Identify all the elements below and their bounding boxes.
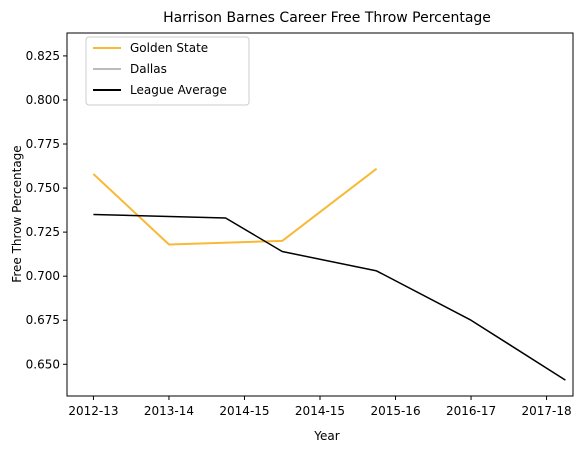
legend: Golden State Dallas League Average [86, 37, 249, 105]
y-tick-label: 0.725 [26, 225, 60, 239]
x-axis-label: Year [313, 429, 339, 443]
x-tick-label: 2017-18 [521, 404, 571, 418]
legend-label-golden-state: Golden State [130, 41, 208, 55]
series-line-golden-state [93, 169, 376, 245]
y-tick-label: 0.775 [26, 137, 60, 151]
legend-label-dallas: Dallas [130, 62, 167, 76]
x-tick-label: 2014-15 [295, 404, 345, 418]
chart-title: Harrison Barnes Career Free Throw Percen… [163, 10, 491, 26]
x-axis: 2012-13 2013-14 2014-15 2014-15 2015-16 2016-… [68, 396, 571, 418]
y-tick-label: 0.750 [26, 181, 60, 195]
y-tick-label: 0.700 [26, 269, 60, 283]
x-tick-label: 2015-16 [370, 404, 420, 418]
y-tick-label: 0.675 [26, 313, 60, 327]
y-axis-label: Free Throw Percentage [10, 145, 24, 282]
y-tick-label: 0.650 [26, 357, 60, 371]
legend-label-league-average: League Average [130, 83, 227, 97]
series-layer [93, 169, 565, 380]
x-tick-label: 2012-13 [68, 404, 118, 418]
x-tick-label: 2014-15 [219, 404, 269, 418]
y-axis: 0.650 0.675 0.700 0.725 0.750 0.775 0.800 0.825 [26, 49, 67, 371]
y-tick-label: 0.825 [26, 49, 60, 63]
x-tick-label: 2016-17 [446, 404, 496, 418]
x-tick-label: 2013-14 [144, 404, 194, 418]
y-tick-label: 0.800 [26, 93, 60, 107]
